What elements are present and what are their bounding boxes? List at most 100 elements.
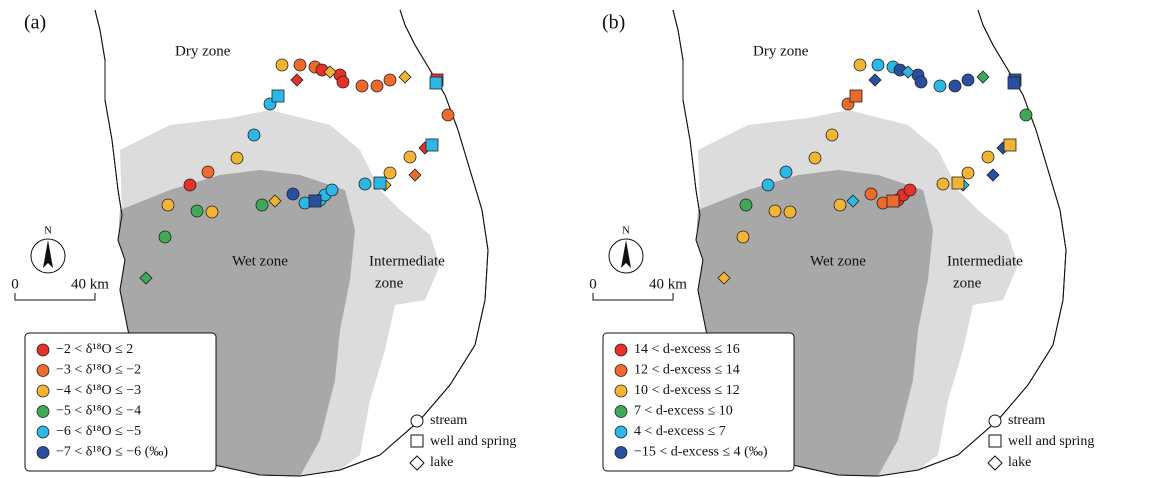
panel-label: (a) bbox=[24, 12, 46, 34]
zone-label: Dry zone bbox=[753, 43, 809, 59]
lake-sample bbox=[398, 70, 412, 84]
legend-label: 10 < d-excess ≤ 12 bbox=[634, 383, 740, 398]
stream-sample bbox=[355, 79, 369, 93]
map-panel: (b) Dry zone Wet zone Intermediate zone N 0 40 … bbox=[589, 9, 1094, 477]
well-sample bbox=[951, 176, 965, 190]
stream-sample bbox=[293, 58, 307, 72]
stream-sample bbox=[275, 58, 289, 72]
well-sample bbox=[429, 76, 443, 90]
stream-sample bbox=[230, 151, 244, 165]
legend-label: −4 < δ¹⁸O ≤ −3 bbox=[56, 383, 141, 398]
legend-swatch bbox=[614, 405, 628, 418]
legend-label: −2 < δ¹⁸O ≤ 2 bbox=[56, 342, 133, 357]
north-arrow bbox=[43, 240, 53, 268]
legend-swatch bbox=[614, 343, 628, 357]
zone-label: zone bbox=[375, 275, 404, 291]
legend-swatch bbox=[36, 384, 50, 398]
stream-sample bbox=[383, 73, 397, 87]
lake-sample bbox=[976, 70, 990, 84]
legend-swatch bbox=[614, 425, 628, 439]
lake-sample bbox=[139, 271, 153, 285]
stream-sample bbox=[825, 128, 839, 142]
zone-label: Intermediate bbox=[947, 253, 1023, 269]
stream-sample bbox=[853, 58, 867, 72]
stream-sample bbox=[933, 79, 947, 93]
stream-sample bbox=[864, 187, 878, 201]
type-symbol bbox=[410, 434, 424, 448]
stream-sample bbox=[336, 75, 350, 89]
legend-swatch bbox=[36, 446, 50, 459]
legend-swatch bbox=[36, 425, 50, 439]
legend-label: −6 < δ¹⁸O ≤ −5 bbox=[56, 424, 141, 439]
stream-sample bbox=[961, 166, 975, 180]
type-label: lake bbox=[1008, 455, 1031, 470]
coastline bbox=[94, 9, 489, 477]
lake-sample bbox=[901, 65, 915, 79]
scale-bar bbox=[14, 293, 96, 301]
lake-sample bbox=[868, 73, 882, 87]
legend-label: −3 < δ¹⁸O ≤ −2 bbox=[56, 363, 141, 378]
scale-label: 40 km bbox=[71, 276, 109, 292]
lake-sample bbox=[717, 271, 731, 285]
stream-sample bbox=[286, 187, 300, 201]
stream-sample bbox=[961, 73, 975, 87]
class-legend: −2 < δ¹⁸O ≤ 2 −3 < δ¹⁸O ≤ −2 −4 < δ¹⁸O ≤ −… bbox=[24, 332, 217, 472]
type-label: stream bbox=[1008, 413, 1045, 428]
well-sample bbox=[308, 194, 322, 208]
stream-sample bbox=[948, 79, 962, 93]
lake-sample bbox=[986, 168, 1000, 182]
stream-sample bbox=[903, 183, 917, 197]
stream-sample bbox=[247, 128, 261, 142]
stream-sample bbox=[981, 150, 995, 164]
well-sample bbox=[271, 89, 285, 103]
stream-sample bbox=[808, 151, 822, 165]
stream-sample bbox=[190, 204, 204, 218]
stream-sample bbox=[936, 177, 950, 191]
well-sample bbox=[886, 194, 900, 208]
well-sample bbox=[425, 138, 439, 152]
zone-label: Dry zone bbox=[175, 43, 231, 59]
type-symbol bbox=[409, 455, 425, 471]
stream-sample bbox=[833, 198, 847, 212]
stream-sample bbox=[205, 205, 219, 219]
type-symbol bbox=[987, 455, 1003, 471]
stream-sample bbox=[183, 178, 197, 192]
map-panel: (a) Dry zone Wet zone Intermediate zone N 0 40 … bbox=[11, 9, 516, 477]
stream-sample bbox=[914, 75, 928, 89]
zone-label: Intermediate bbox=[369, 253, 445, 269]
coastline bbox=[672, 9, 1067, 477]
stream-sample bbox=[161, 198, 175, 212]
type-symbol bbox=[988, 434, 1002, 448]
stream-sample bbox=[358, 177, 372, 191]
legend-swatch bbox=[614, 364, 628, 377]
lake-sample bbox=[290, 73, 304, 87]
well-sample bbox=[373, 176, 387, 190]
stream-sample bbox=[783, 205, 797, 219]
legend-label: 7 < d-excess ≤ 10 bbox=[634, 404, 733, 419]
lake-sample bbox=[323, 65, 337, 79]
panel-label: (b) bbox=[602, 12, 625, 34]
legend-swatch bbox=[614, 446, 628, 459]
stream-sample bbox=[441, 108, 455, 122]
stream-sample bbox=[768, 204, 782, 218]
scale-label: 0 bbox=[589, 276, 597, 292]
type-legend: stream well and spring lake bbox=[987, 413, 1094, 471]
legend-label: 14 < d-excess ≤ 16 bbox=[634, 342, 740, 357]
legend-swatch bbox=[614, 384, 628, 398]
well-sample bbox=[1007, 76, 1021, 90]
stream-sample bbox=[370, 79, 384, 93]
lake-sample bbox=[268, 194, 282, 208]
legend-swatch bbox=[36, 343, 50, 357]
type-label: well and spring bbox=[1008, 434, 1094, 449]
lake-sample bbox=[846, 194, 860, 208]
lake-sample bbox=[408, 168, 422, 182]
type-symbol bbox=[988, 414, 1002, 428]
type-label: lake bbox=[430, 455, 453, 470]
stream-sample bbox=[779, 165, 793, 179]
scale-bar bbox=[592, 293, 674, 301]
well-sample bbox=[849, 89, 863, 103]
legend-label: −7 < δ¹⁸O ≤ −6 (‰) bbox=[56, 445, 168, 460]
well-sample bbox=[1003, 138, 1017, 152]
stream-sample bbox=[761, 178, 775, 192]
